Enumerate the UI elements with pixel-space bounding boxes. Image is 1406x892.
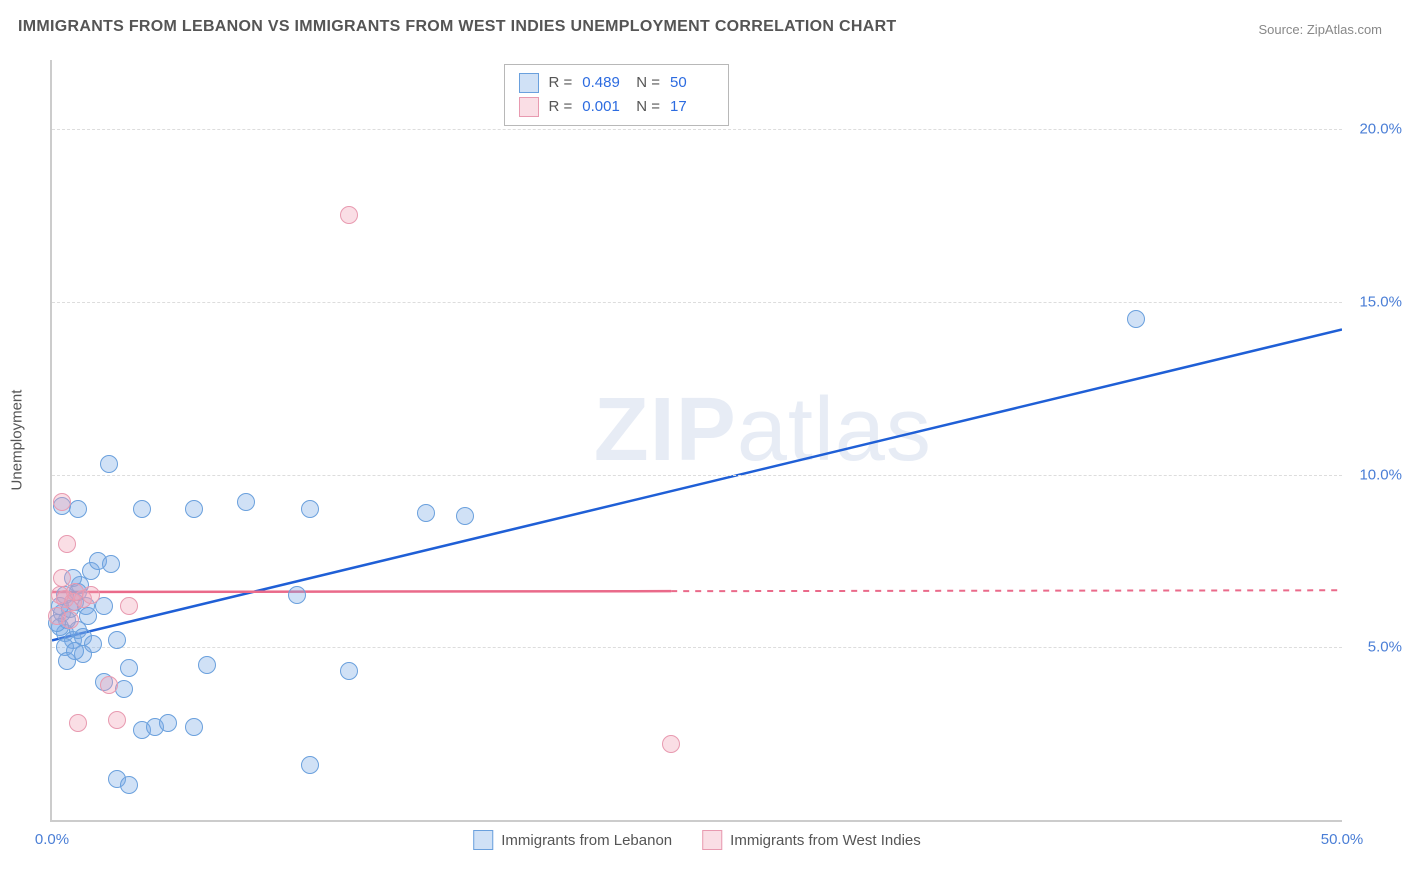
y-tick-label: 15.0% bbox=[1347, 293, 1402, 310]
scatter-point bbox=[69, 714, 87, 732]
trend-lines-svg bbox=[52, 60, 1342, 820]
gridline bbox=[52, 647, 1342, 648]
scatter-point bbox=[417, 504, 435, 522]
scatter-point bbox=[79, 607, 97, 625]
scatter-point bbox=[108, 711, 126, 729]
plot-area: Unemployment ZIPatlas R =0.489N =50R =0.… bbox=[50, 60, 1342, 822]
scatter-point bbox=[61, 611, 79, 629]
chart-container: IMMIGRANTS FROM LEBANON VS IMMIGRANTS FR… bbox=[0, 0, 1406, 892]
series-name: Immigrants from West Indies bbox=[730, 832, 921, 849]
legend-swatch bbox=[519, 73, 539, 93]
x-tick-label: 50.0% bbox=[1321, 831, 1364, 848]
watermark-bold: ZIP bbox=[594, 380, 737, 480]
series-name: Immigrants from Lebanon bbox=[501, 832, 672, 849]
gridline bbox=[52, 129, 1342, 130]
stats-legend-row: R = 0.001 N = 17 bbox=[519, 95, 715, 119]
scatter-point bbox=[340, 662, 358, 680]
scatter-point bbox=[100, 455, 118, 473]
scatter-point bbox=[120, 597, 138, 615]
series-legend-item: Immigrants from Lebanon bbox=[473, 830, 672, 850]
series-legend: Immigrants from Lebanon Immigrants from W… bbox=[473, 830, 921, 850]
scatter-point bbox=[1127, 310, 1145, 328]
y-axis-label: Unemployment bbox=[9, 390, 26, 491]
legend-swatch bbox=[519, 97, 539, 117]
stat-n-label: N = bbox=[636, 71, 660, 95]
scatter-point bbox=[288, 586, 306, 604]
trend-line bbox=[52, 329, 1342, 640]
series-legend-item: Immigrants from West Indies bbox=[702, 830, 921, 850]
scatter-point bbox=[115, 680, 133, 698]
stat-n-value: 17 bbox=[670, 95, 714, 119]
stat-r-value: 0.001 bbox=[582, 95, 626, 119]
scatter-point bbox=[58, 535, 76, 553]
stat-r-label: R = bbox=[549, 71, 573, 95]
stat-n-label: N = bbox=[636, 95, 660, 119]
scatter-point bbox=[102, 555, 120, 573]
scatter-point bbox=[69, 500, 87, 518]
stat-r-label: R = bbox=[549, 95, 573, 119]
scatter-point bbox=[185, 500, 203, 518]
trend-line bbox=[52, 591, 671, 592]
stats-legend: R = 0.489 N = 50 R = 0.001 N = 17 bbox=[504, 64, 730, 126]
chart-title: IMMIGRANTS FROM LEBANON VS IMMIGRANTS FR… bbox=[18, 18, 897, 36]
gridline bbox=[52, 475, 1342, 476]
scatter-point bbox=[120, 659, 138, 677]
scatter-point bbox=[456, 507, 474, 525]
source-label: Source: ZipAtlas.com bbox=[1258, 22, 1382, 37]
scatter-point bbox=[133, 500, 151, 518]
scatter-point bbox=[301, 500, 319, 518]
legend-swatch bbox=[702, 830, 722, 850]
gridline bbox=[52, 302, 1342, 303]
y-tick-label: 20.0% bbox=[1347, 121, 1402, 138]
scatter-point bbox=[159, 714, 177, 732]
y-tick-label: 5.0% bbox=[1347, 639, 1402, 656]
y-tick-label: 10.0% bbox=[1347, 466, 1402, 483]
scatter-point bbox=[301, 756, 319, 774]
trend-line-dashed bbox=[671, 590, 1342, 591]
scatter-point bbox=[82, 586, 100, 604]
scatter-point bbox=[198, 656, 216, 674]
scatter-point bbox=[108, 631, 126, 649]
stat-n-value: 50 bbox=[670, 71, 714, 95]
legend-swatch bbox=[473, 830, 493, 850]
scatter-point bbox=[662, 735, 680, 753]
scatter-point bbox=[84, 635, 102, 653]
x-tick-label: 0.0% bbox=[35, 831, 69, 848]
watermark-light: atlas bbox=[737, 380, 932, 480]
watermark: ZIPatlas bbox=[594, 379, 932, 482]
scatter-point bbox=[100, 676, 118, 694]
scatter-point bbox=[53, 493, 71, 511]
stats-legend-row: R = 0.489 N = 50 bbox=[519, 71, 715, 95]
scatter-point bbox=[237, 493, 255, 511]
stat-r-value: 0.489 bbox=[582, 71, 626, 95]
scatter-point bbox=[66, 642, 84, 660]
scatter-point bbox=[120, 776, 138, 794]
scatter-point bbox=[185, 718, 203, 736]
scatter-point bbox=[340, 206, 358, 224]
